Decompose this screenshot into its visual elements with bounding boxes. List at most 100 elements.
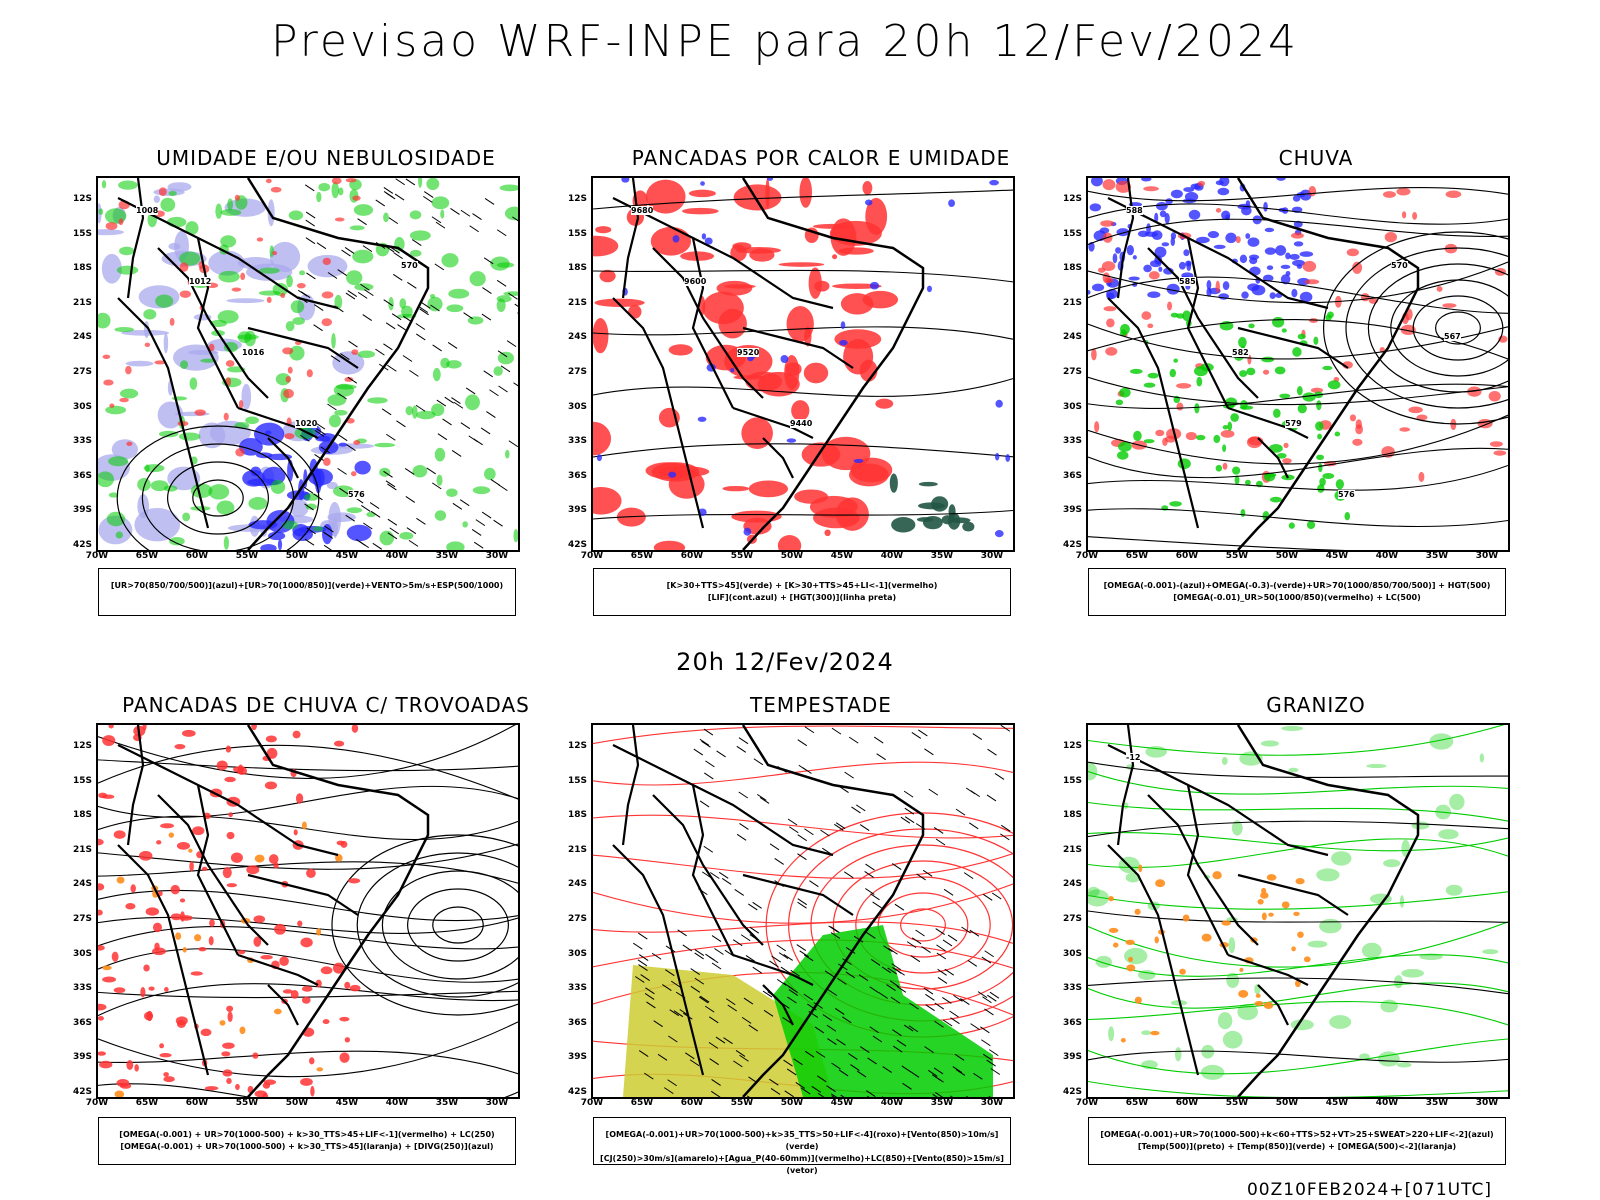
- legend-line: [OMEGA(-0.001) + UR>70(1000-500) + k>30_…: [120, 1142, 494, 1151]
- lon-tick-label: 70W: [1075, 551, 1099, 561]
- contour-label: 570: [401, 261, 418, 270]
- lat-tick-label: 12S: [567, 741, 587, 751]
- lon-tick-label: 55W: [235, 551, 259, 561]
- lon-tick-label: 45W: [1325, 1098, 1349, 1108]
- lon-tick-label: 40W: [385, 551, 409, 561]
- lat-tick-label: 27S: [72, 914, 92, 924]
- legend-box: [OMEGA(-0.001)+UR>70(1000-500)+k<60+TTS>…: [1088, 1117, 1506, 1165]
- lon-tick-label: 40W: [880, 1098, 904, 1108]
- lon-tick-label: 30W: [980, 551, 1004, 561]
- map-plot: [98, 725, 518, 1097]
- lon-tick-label: 35W: [930, 1098, 954, 1108]
- lat-tick-label: 33S: [1062, 436, 1082, 447]
- lat-tick-label: 36S: [72, 470, 92, 481]
- lat-tick-label: 30S: [567, 948, 587, 959]
- lon-tick-label: 55W: [1225, 1098, 1249, 1108]
- lat-tick-label: 12S: [72, 194, 92, 204]
- map-granizo: [1086, 723, 1510, 1099]
- lon-tick-label: 65W: [1125, 1098, 1149, 1108]
- lat-tick-label: 21S: [72, 844, 92, 855]
- lon-tick-label: 65W: [630, 551, 654, 561]
- lat-tick-label: 27S: [1062, 914, 1082, 924]
- lon-tick-label: 45W: [830, 551, 854, 561]
- lat-tick-label: 42S: [567, 540, 587, 550]
- lon-tick-label: 30W: [485, 1098, 509, 1108]
- lon-tick-label: 35W: [1425, 551, 1449, 561]
- map-pancadas-calor: [591, 176, 1015, 552]
- legend-box: [OMEGA(-0.001) + UR>70(1000-500) + k>30_…: [98, 1117, 516, 1165]
- lon-tick-label: 45W: [335, 551, 359, 561]
- contour-label: 9440: [790, 419, 813, 428]
- map-plot: [1088, 178, 1508, 550]
- page-title: Previsao WRF-INPE para 20h 12/Fev/2024: [271, 16, 1299, 67]
- lat-tick-label: 30S: [72, 401, 92, 412]
- lon-tick-label: 55W: [235, 1098, 259, 1108]
- legend-line: [OMEGA(-0.001) + UR>70(1000-500) + k>30_…: [119, 1130, 495, 1139]
- lon-tick-label: 30W: [485, 551, 509, 561]
- contour-label: 579: [1285, 419, 1302, 428]
- legend-line: [OMEGA(-0.001)-(azul)+OMEGA(-0.3)-(verde…: [1103, 581, 1491, 590]
- lon-tick-label: 35W: [930, 551, 954, 561]
- legend-line: [OMEGA(-0.01)_UR>50(1000/850)(vermelho) …: [1173, 593, 1421, 602]
- lat-tick-label: 36S: [1062, 470, 1082, 481]
- forecast-time-label: 20h 12/Fev/2024: [676, 648, 894, 676]
- lat-tick-label: 15S: [1062, 228, 1082, 239]
- lat-tick-label: 21S: [567, 297, 587, 308]
- panel-title: CHUVA: [1278, 146, 1354, 170]
- lon-tick-label: 60W: [680, 551, 704, 561]
- legend-line: [UR>70(850/700/500)](azul)+[UR>70(1000/8…: [110, 581, 504, 590]
- legend-line: [OMEGA(-0.001)+UR>70(1000-500)+k>35_TTS>…: [605, 1130, 999, 1151]
- lat-tick-label: 33S: [72, 436, 92, 447]
- lat-tick-label: 24S: [72, 332, 92, 343]
- lon-tick-label: 60W: [1175, 1098, 1199, 1108]
- map-plot: [98, 178, 518, 550]
- lat-tick-label: 18S: [1062, 810, 1082, 821]
- lat-tick-label: 33S: [1062, 983, 1082, 994]
- lat-tick-label: 21S: [1062, 297, 1082, 308]
- map-plot: [1088, 725, 1508, 1097]
- lat-tick-label: 36S: [567, 470, 587, 481]
- lon-tick-label: 50W: [780, 1098, 804, 1108]
- contour-label: 576: [348, 490, 365, 499]
- lat-tick-label: 18S: [72, 263, 92, 274]
- legend-line: [CJ(250)>30m/s](amarelo)+[Agua_P(40-60mm…: [600, 1154, 1004, 1175]
- lat-tick-label: 39S: [567, 505, 587, 516]
- lat-tick-label: 30S: [1062, 401, 1082, 412]
- lat-tick-label: 21S: [72, 297, 92, 308]
- lon-tick-label: 70W: [580, 1098, 604, 1108]
- lat-tick-label: 30S: [72, 948, 92, 959]
- contour-label: 570: [1391, 261, 1408, 270]
- lon-tick-label: 65W: [135, 551, 159, 561]
- lon-tick-label: 70W: [1075, 1098, 1099, 1108]
- lon-tick-label: 50W: [285, 1098, 309, 1108]
- lat-tick-label: 12S: [567, 194, 587, 204]
- lon-tick-label: 40W: [880, 551, 904, 561]
- lon-tick-label: 50W: [1275, 551, 1299, 561]
- lon-tick-label: 60W: [185, 1098, 209, 1108]
- lon-tick-label: 70W: [580, 551, 604, 561]
- lat-tick-label: 39S: [72, 505, 92, 516]
- lon-tick-label: 65W: [1125, 551, 1149, 561]
- lat-tick-label: 30S: [567, 401, 587, 412]
- lon-tick-label: 40W: [385, 1098, 409, 1108]
- lat-tick-label: 12S: [1062, 194, 1082, 204]
- lon-tick-label: 60W: [1175, 551, 1199, 561]
- panel-title: TEMPESTADE: [750, 693, 892, 717]
- lat-tick-label: 18S: [1062, 263, 1082, 274]
- lon-tick-label: 45W: [335, 1098, 359, 1108]
- contour-label: 585: [1179, 277, 1196, 286]
- lat-tick-label: 27S: [567, 914, 587, 924]
- lat-tick-label: 33S: [567, 983, 587, 994]
- lon-tick-label: 30W: [1475, 551, 1499, 561]
- lon-tick-label: 45W: [830, 1098, 854, 1108]
- lat-tick-label: 18S: [567, 810, 587, 821]
- lat-tick-label: 18S: [567, 263, 587, 274]
- lat-tick-label: 15S: [72, 775, 92, 786]
- lat-tick-label: 24S: [567, 879, 587, 890]
- lat-tick-label: 15S: [72, 228, 92, 239]
- lon-tick-label: 60W: [680, 1098, 704, 1108]
- lon-tick-label: 50W: [1275, 1098, 1299, 1108]
- contour-label: 1016: [242, 348, 265, 357]
- contour-label: 9680: [631, 206, 654, 215]
- legend-line: [Temp(500)](preto) + [Temp(850)](verde) …: [1137, 1142, 1457, 1151]
